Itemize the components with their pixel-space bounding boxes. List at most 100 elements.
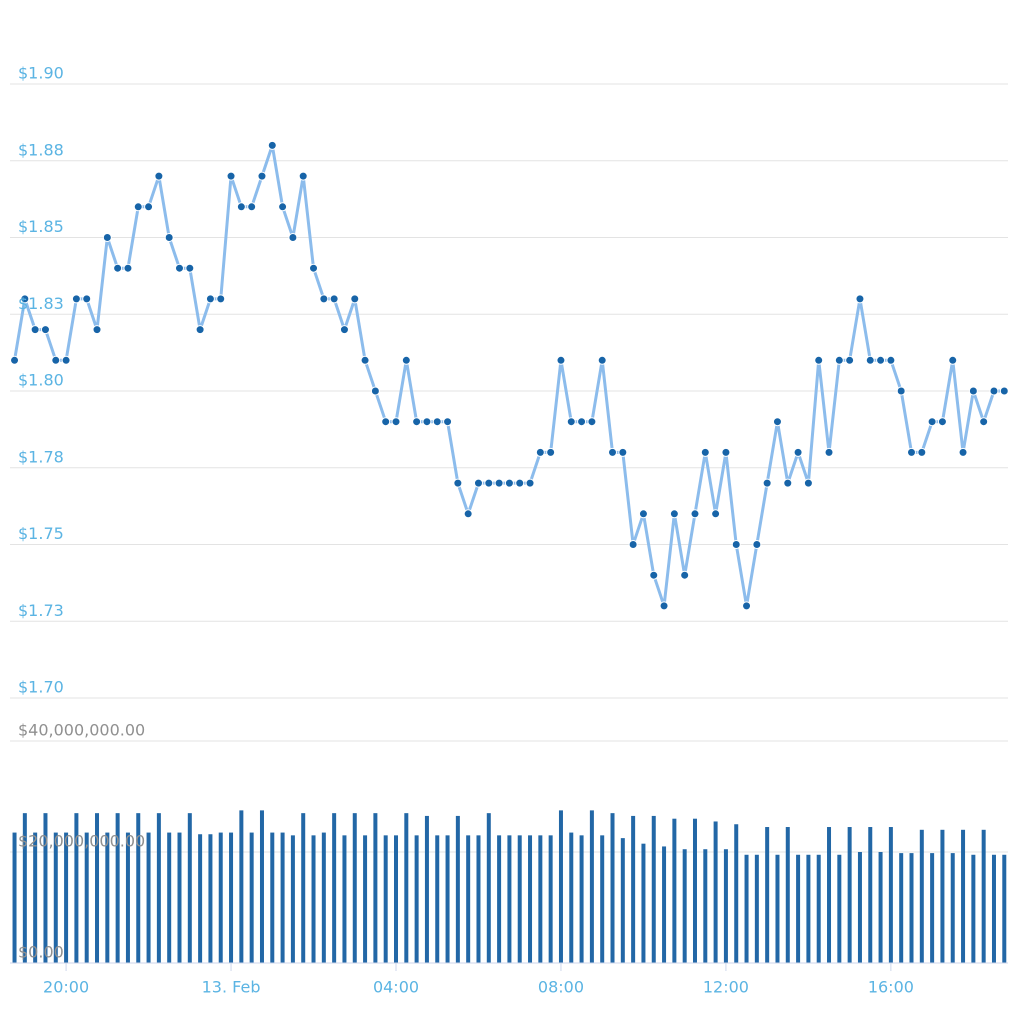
- price-point: [174, 263, 184, 273]
- price-point: [731, 540, 741, 549]
- y-tick-label: $20,000,000.00: [18, 832, 145, 851]
- volume-bar: [651, 815, 656, 963]
- volume-bar: [827, 827, 832, 963]
- price-point: [659, 601, 669, 611]
- price-point: [680, 570, 690, 580]
- price-point: [865, 355, 875, 365]
- volume-bar: [796, 854, 801, 963]
- price-point: [10, 355, 20, 365]
- price-point: [443, 417, 453, 427]
- volume-bar: [74, 813, 79, 963]
- price-point: [381, 417, 391, 427]
- price-point: [473, 478, 483, 488]
- volume-bar: [672, 818, 677, 963]
- price-point: [164, 233, 174, 242]
- y-tick-label: $1.80: [18, 371, 64, 390]
- volume-bar: [352, 813, 357, 963]
- price-point: [968, 386, 978, 396]
- price-point: [752, 540, 762, 549]
- volume-bar: [435, 835, 440, 963]
- price-point: [144, 202, 154, 212]
- volume-bar: [198, 834, 203, 963]
- volume-bar: [754, 854, 759, 963]
- volume-bar: [538, 835, 543, 963]
- price-point: [515, 478, 525, 488]
- volume-bar: [290, 835, 295, 963]
- price-point: [876, 355, 886, 365]
- price-point: [401, 355, 411, 365]
- price-point: [278, 202, 288, 212]
- volume-bar: [888, 827, 893, 963]
- price-point: [608, 447, 618, 457]
- volume-bar: [249, 832, 254, 963]
- x-tick-label: 08:00: [538, 978, 584, 997]
- price-point: [339, 325, 349, 335]
- price-point: [772, 417, 782, 427]
- price-point: [700, 447, 710, 457]
- price-point: [350, 294, 360, 304]
- price-point: [51, 355, 61, 365]
- volume-bar: [558, 810, 563, 963]
- price-point: [30, 325, 40, 335]
- volume-bar: [105, 832, 110, 963]
- price-point: [113, 263, 123, 273]
- volume-bar: [476, 835, 481, 963]
- price-point: [937, 417, 947, 427]
- volume-bar: [569, 832, 574, 963]
- x-tick-label: 16:00: [868, 978, 914, 997]
- volume-bar: [167, 832, 172, 963]
- volume-bar: [414, 835, 419, 963]
- volume-bar: [713, 821, 718, 963]
- price-point: [432, 417, 442, 427]
- volume-bar: [455, 815, 460, 963]
- y-tick-label: $1.75: [18, 524, 64, 543]
- volume-bar: [899, 853, 904, 963]
- price-point: [412, 417, 422, 427]
- price-point: [247, 202, 257, 212]
- volume-bar: [507, 835, 512, 963]
- price-point: [577, 417, 587, 427]
- price-point: [40, 325, 50, 335]
- volume-bar: [280, 832, 285, 963]
- price-point: [360, 355, 370, 365]
- price-point: [92, 325, 102, 335]
- volume-bar: [311, 835, 316, 963]
- volume-bar: [930, 853, 935, 963]
- price-point: [71, 294, 81, 304]
- price-point: [484, 478, 494, 488]
- volume-bar: [919, 829, 924, 963]
- volume-bar: [95, 813, 100, 963]
- x-tick-label: 20:00: [43, 978, 89, 997]
- volume-bar: [187, 813, 192, 963]
- price-point: [329, 294, 339, 304]
- volume-bar: [517, 835, 522, 963]
- y-tick-label: $1.88: [18, 140, 64, 159]
- volume-bar: [394, 835, 399, 963]
- volume-bar: [146, 832, 151, 963]
- price-point: [123, 263, 133, 273]
- volume-bar: [229, 832, 234, 963]
- volume-bar: [383, 835, 388, 963]
- price-point: [649, 570, 659, 580]
- volume-bar: [868, 827, 873, 963]
- volume-bar: [332, 813, 337, 963]
- volume-bar: [692, 818, 697, 963]
- price-point: [236, 202, 246, 212]
- price-point: [814, 355, 824, 365]
- price-point: [566, 417, 576, 427]
- volume-bar: [682, 849, 687, 963]
- volume-bar: [961, 829, 966, 963]
- y-tick-label: $1.90: [18, 64, 64, 83]
- price-point: [195, 325, 205, 335]
- price-point: [958, 447, 968, 457]
- price-point: [535, 447, 545, 457]
- volume-bar: [156, 813, 161, 963]
- volume-bar: [785, 827, 790, 963]
- volume-bar: [837, 854, 842, 963]
- price-point: [906, 447, 916, 457]
- price-point: [61, 355, 71, 365]
- price-point: [783, 478, 793, 488]
- volume-bar: [466, 835, 471, 963]
- volume-bar: [404, 813, 409, 963]
